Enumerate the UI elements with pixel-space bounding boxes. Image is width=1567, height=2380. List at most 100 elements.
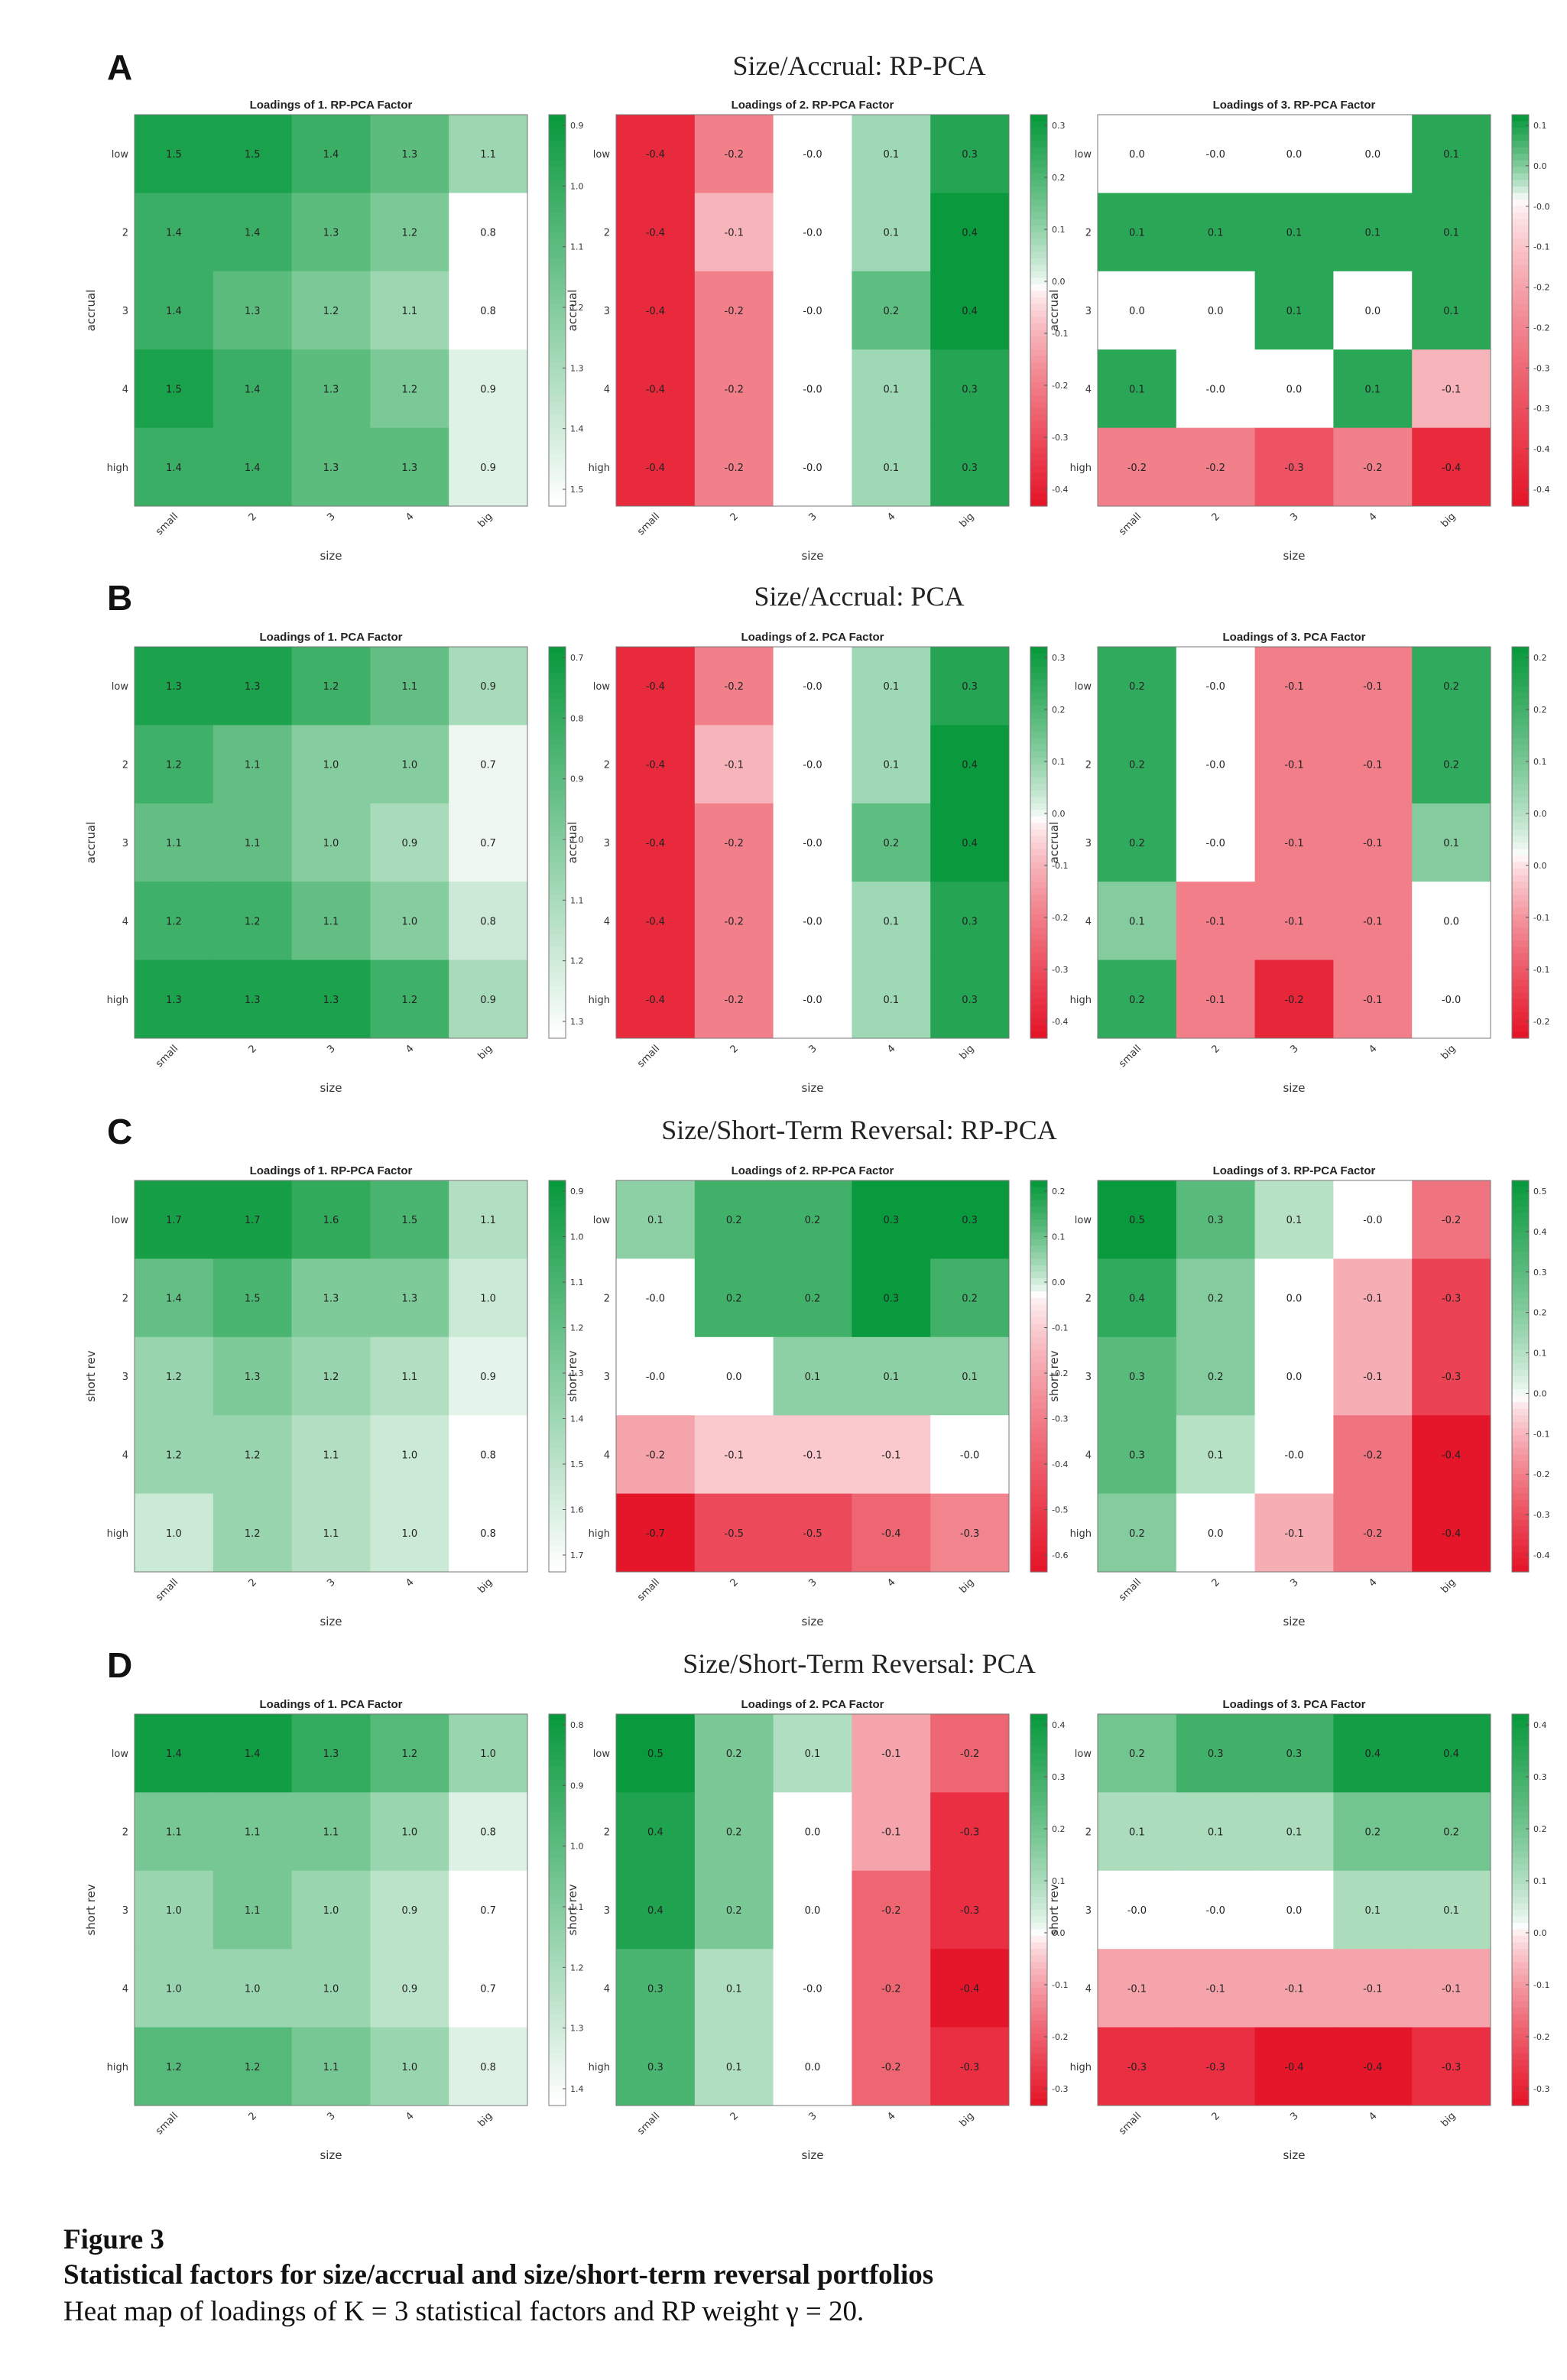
x-tick-label: 2 — [247, 1043, 259, 1055]
cell-value-label: -0.1 — [803, 1450, 822, 1461]
heatmap-cell — [852, 882, 931, 961]
cell-value-label: 0.3 — [883, 1215, 899, 1226]
colorbar-segment — [1030, 388, 1047, 396]
cell-value-label: 0.2 — [1443, 681, 1459, 693]
colorbar-segment — [549, 486, 566, 494]
colorbar-segment — [549, 731, 566, 739]
x-tick-label: small — [635, 511, 662, 537]
heatmap-cell — [1176, 1792, 1256, 1872]
cell-value-label: 1.0 — [401, 2062, 417, 2073]
colorbar-tick-label: -0.2 — [1052, 1369, 1068, 1378]
colorbar-segment — [1512, 738, 1529, 745]
colorbar-segment — [1030, 771, 1047, 778]
heatmap-cell — [213, 193, 293, 272]
heatmap-cell — [291, 427, 371, 507]
colorbar-segment — [549, 1310, 566, 1318]
y-tick-label: high — [1070, 463, 1092, 474]
x-tick-label: 4 — [885, 511, 897, 523]
cell-value-label: -0.4 — [646, 149, 665, 161]
x-tick-label: 3 — [325, 2110, 337, 2122]
colorbar-segment — [1512, 492, 1529, 501]
heatmap-cell — [449, 959, 528, 1039]
cell-value-label: 0.1 — [1286, 1827, 1303, 1839]
heatmap-cell — [449, 349, 528, 429]
cell-value-label: 0.1 — [1208, 1450, 1224, 1461]
colorbar-segment — [1512, 362, 1529, 370]
y-tick-label: 3 — [1085, 1372, 1092, 1383]
cell-value-label: 0.2 — [962, 1294, 978, 1305]
cell-value-label: 0.1 — [1129, 916, 1145, 927]
colorbar-segment — [1512, 271, 1529, 278]
colorbar-segment — [1030, 1792, 1047, 1800]
cell-value-label: 1.0 — [323, 1983, 339, 1995]
colorbar-segment — [549, 453, 566, 461]
colorbar-segment — [1030, 1271, 1047, 1279]
figure-label: Figure 3 — [63, 2224, 164, 2255]
colorbar-segment — [549, 147, 566, 154]
cell-value-label: -0.2 — [725, 916, 744, 927]
colorbar-segment — [549, 1942, 566, 1950]
y-tick-label: low — [112, 149, 129, 161]
colorbar-segment — [549, 226, 566, 233]
cell-value-label: 0.9 — [480, 681, 496, 693]
y-tick-label: high — [1070, 2062, 1092, 2073]
cell-value-label: 1.2 — [245, 1528, 261, 1540]
cell-value-label: -0.2 — [1284, 995, 1303, 1006]
colorbar-segment — [549, 304, 566, 311]
cell-value-label: 0.1 — [883, 463, 899, 474]
colorbar-segment — [549, 1720, 566, 1728]
heatmap-cell — [1412, 193, 1491, 272]
cell-value-label: 0.2 — [1129, 838, 1145, 849]
colorbar-segment — [1512, 647, 1529, 654]
colorbar-tick-label: -0.4 — [1533, 1550, 1549, 1560]
cell-value-label: -0.4 — [881, 1528, 900, 1540]
colorbar-segment — [1512, 1896, 1529, 1904]
cell-value-label: -0.1 — [725, 760, 744, 771]
cell-value-label: -0.4 — [646, 760, 665, 771]
heatmap-cell — [694, 647, 774, 726]
cell-value-label: 1.1 — [323, 2062, 339, 2073]
colorbar-segment — [1512, 395, 1529, 403]
heatmap-cell — [291, 271, 371, 350]
cell-value-label: 0.3 — [1208, 1748, 1224, 1760]
colorbar-segment — [1030, 349, 1047, 357]
heatmap-cell — [694, 2027, 774, 2106]
plot-border — [615, 1713, 1010, 2106]
colorbar-tick-label: 0.1 — [1533, 1876, 1547, 1886]
colorbar-segment — [1512, 115, 1529, 122]
cell-value-label: 1.2 — [166, 760, 182, 771]
heatmap-cell — [616, 349, 696, 429]
colorbar-segment — [1030, 1955, 1047, 1963]
colorbar-segment — [1030, 966, 1047, 974]
colorbar-segment — [1512, 895, 1529, 902]
colorbar-tick-label: 0.8 — [570, 1720, 584, 1730]
colorbar-segment — [549, 278, 566, 285]
colorbar-segment — [1512, 1740, 1529, 1748]
colorbar-segment — [549, 1304, 566, 1312]
x-tick-label: 4 — [404, 2110, 416, 2122]
colorbar-tick-label: 1.2 — [570, 303, 584, 313]
cell-value-label: 0.8 — [480, 2062, 496, 2073]
colorbar-segment — [549, 940, 566, 948]
colorbar-segment — [1512, 1539, 1529, 1547]
colorbar-tick-label: 0.0 — [1052, 809, 1066, 819]
colorbar-segment — [549, 1923, 566, 1930]
colorbar-segment — [1030, 1434, 1047, 1442]
cell-value-label: -0.2 — [1127, 463, 1147, 474]
colorbar-segment — [1512, 1883, 1529, 1891]
colorbar-segment — [1030, 823, 1047, 830]
cell-value-label: 0.9 — [480, 384, 496, 395]
heatmap-cell — [930, 959, 1010, 1039]
cell-value-label: -0.3 — [1442, 2062, 1461, 2073]
colorbar-segment — [549, 291, 566, 298]
colorbar-segment — [1030, 882, 1047, 889]
colorbar-tick-label: 1.5 — [570, 485, 584, 495]
colorbar-segment — [1030, 447, 1047, 455]
heatmap-cell — [930, 427, 1010, 507]
colorbar-segment — [1512, 2073, 1529, 2080]
x-tick-label: big — [958, 1576, 977, 1596]
colorbar-segment — [1512, 758, 1529, 765]
cell-value-label: 0.8 — [480, 1450, 496, 1461]
cell-value-label: -0.2 — [881, 1983, 900, 1995]
